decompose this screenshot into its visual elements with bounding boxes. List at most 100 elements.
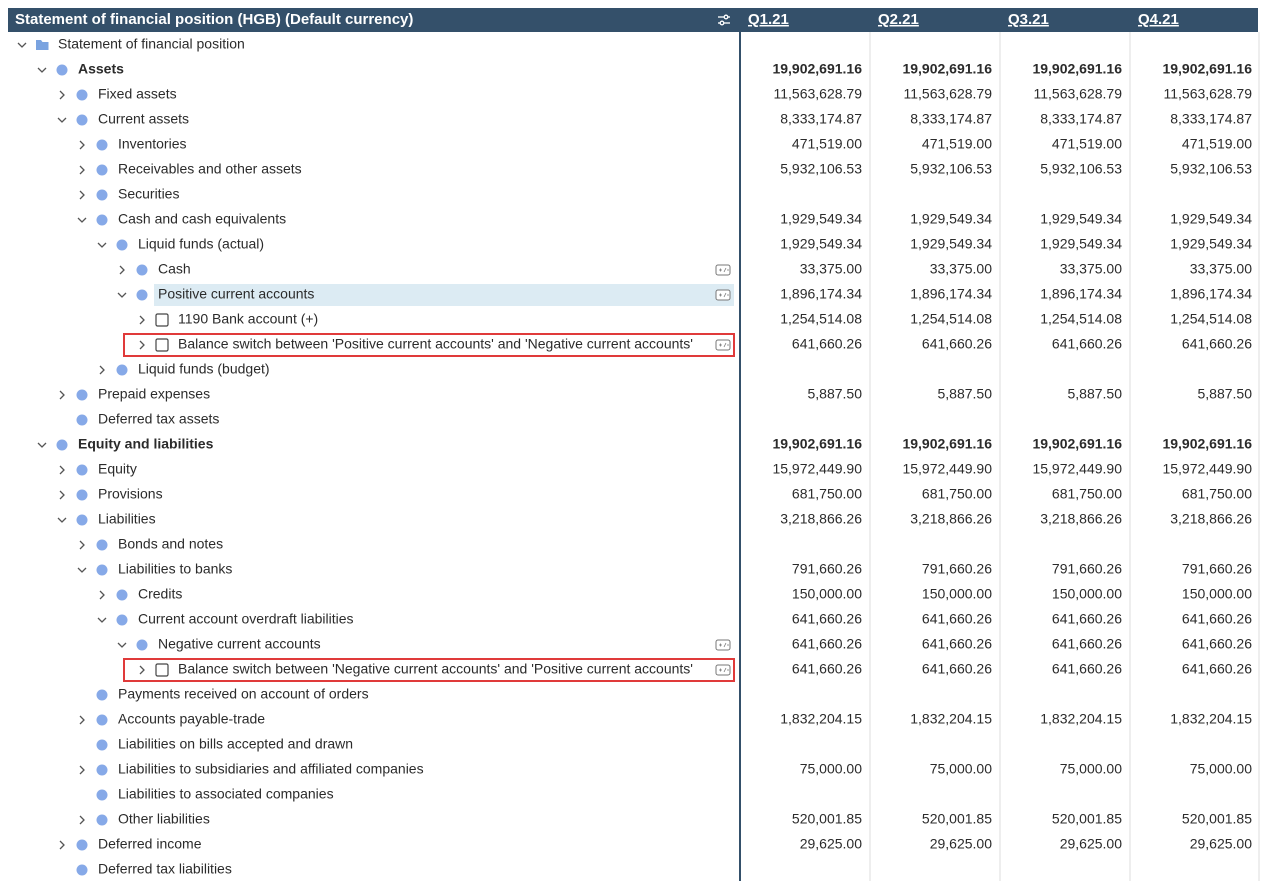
cell-value: 19,902,691.16	[1032, 436, 1122, 452]
row-label[interactable]: Bonds and notes	[118, 536, 223, 552]
expand-chevron[interactable]	[79, 765, 85, 775]
row-label[interactable]: Accounts payable-trade	[118, 711, 265, 727]
switch-icon[interactable]	[715, 339, 731, 351]
row-label[interactable]: Positive current accounts	[158, 286, 314, 302]
row-label[interactable]: Fixed assets	[98, 86, 177, 102]
row-label[interactable]: Cash	[158, 261, 191, 277]
row-label[interactable]: Equity	[98, 461, 137, 477]
collapse-chevron[interactable]	[117, 292, 127, 298]
collapse-chevron[interactable]	[37, 67, 47, 73]
cell-value: 681,750.00	[1182, 486, 1252, 502]
row-label[interactable]: Other liabilities	[118, 811, 210, 827]
row-label[interactable]: Liquid funds (actual)	[138, 236, 264, 252]
row-label[interactable]: Provisions	[98, 486, 163, 502]
switch-icon[interactable]	[715, 289, 731, 301]
column-header[interactable]: Q4.21	[1138, 11, 1179, 28]
column-header[interactable]: Q3.21	[1008, 11, 1049, 28]
node-dot	[76, 114, 88, 126]
row-label[interactable]: Balance switch between 'Positive current…	[178, 336, 693, 352]
expand-chevron[interactable]	[59, 490, 65, 500]
cell-value: 641,660.26	[1052, 661, 1122, 677]
expand-chevron[interactable]	[139, 665, 145, 675]
collapse-chevron[interactable]	[97, 242, 107, 248]
row-label[interactable]: Securities	[118, 186, 179, 202]
expand-chevron[interactable]	[79, 140, 85, 150]
row-label[interactable]: Liabilities to subsidiaries and affiliat…	[118, 761, 424, 777]
collapse-chevron[interactable]	[57, 517, 67, 523]
row-label[interactable]: Credits	[138, 586, 182, 602]
cell-value: 33,375.00	[800, 261, 862, 277]
cell-value: 520,001.85	[1182, 811, 1252, 827]
expand-chevron[interactable]	[99, 590, 105, 600]
row-label[interactable]: Assets	[78, 61, 124, 77]
row-label[interactable]: Liabilities	[98, 511, 156, 527]
collapse-chevron[interactable]	[57, 117, 67, 123]
row-label[interactable]: Liabilities to associated companies	[118, 786, 334, 802]
row-label[interactable]: Inventories	[118, 136, 186, 152]
expand-chevron[interactable]	[99, 365, 105, 375]
node-dot	[96, 189, 108, 201]
node-dot	[96, 164, 108, 176]
collapse-chevron[interactable]	[97, 617, 107, 623]
row-label[interactable]: Deferred tax liabilities	[98, 861, 232, 877]
collapse-chevron[interactable]	[77, 567, 87, 573]
cell-value: 471,519.00	[1182, 136, 1252, 152]
cell-value: 1,896,174.34	[780, 286, 862, 302]
row-label[interactable]: Statement of financial position	[58, 36, 245, 52]
expand-chevron[interactable]	[79, 715, 85, 725]
expand-chevron[interactable]	[79, 540, 85, 550]
account-icon	[155, 338, 169, 352]
row-label[interactable]: Receivables and other assets	[118, 161, 302, 177]
cell-value: 1,929,549.34	[1170, 211, 1252, 227]
row-label[interactable]: Current account overdraft liabilities	[138, 611, 354, 627]
node-dot	[116, 614, 128, 626]
node-dot	[116, 589, 128, 601]
expand-chevron[interactable]	[79, 165, 85, 175]
node-dot	[96, 739, 108, 751]
expand-chevron[interactable]	[139, 315, 145, 325]
row-label[interactable]: Negative current accounts	[158, 636, 321, 652]
expand-chevron[interactable]	[59, 390, 65, 400]
cell-value: 5,932,106.53	[1170, 161, 1252, 177]
expand-chevron[interactable]	[59, 90, 65, 100]
cell-value: 19,902,691.16	[902, 436, 992, 452]
column-header[interactable]: Q2.21	[878, 11, 919, 28]
node-dot	[76, 89, 88, 101]
cell-value: 520,001.85	[792, 811, 862, 827]
expand-chevron[interactable]	[79, 815, 85, 825]
row-label[interactable]: Liquid funds (budget)	[138, 361, 270, 377]
expand-chevron[interactable]	[119, 265, 125, 275]
row-label[interactable]: Liabilities to banks	[118, 561, 232, 577]
cell-value: 15,972,449.90	[1162, 461, 1252, 477]
cell-value: 641,660.26	[1182, 661, 1252, 677]
cell-value: 19,902,691.16	[1162, 436, 1252, 452]
row-label[interactable]: Equity and liabilities	[78, 436, 214, 452]
row-label[interactable]: Deferred tax assets	[98, 411, 219, 427]
filter-icon[interactable]	[718, 14, 730, 26]
collapse-chevron[interactable]	[77, 217, 87, 223]
collapse-chevron[interactable]	[17, 42, 27, 48]
column-header[interactable]: Q1.21	[748, 11, 789, 28]
node-dot	[76, 464, 88, 476]
row-label[interactable]: Payments received on account of orders	[118, 686, 369, 702]
collapse-chevron[interactable]	[37, 442, 47, 448]
row-label[interactable]: Prepaid expenses	[98, 386, 210, 402]
switch-icon[interactable]	[715, 264, 731, 276]
switch-icon[interactable]	[715, 664, 731, 676]
node-dot	[96, 214, 108, 226]
row-label[interactable]: Liabilities on bills accepted and drawn	[118, 736, 353, 752]
expand-chevron[interactable]	[79, 190, 85, 200]
collapse-chevron[interactable]	[117, 642, 127, 648]
row-label[interactable]: Current assets	[98, 111, 189, 127]
switch-icon-glyph	[719, 267, 729, 273]
row-label[interactable]: Cash and cash equivalents	[118, 211, 286, 227]
row-label[interactable]: 1190 Bank account (+)	[178, 311, 318, 327]
expand-chevron[interactable]	[59, 465, 65, 475]
switch-icon[interactable]	[715, 639, 731, 651]
node-dot	[96, 714, 108, 726]
expand-chevron[interactable]	[139, 340, 145, 350]
row-label[interactable]: Balance switch between 'Negative current…	[178, 661, 693, 677]
row-label[interactable]: Deferred income	[98, 836, 202, 852]
expand-chevron[interactable]	[59, 840, 65, 850]
